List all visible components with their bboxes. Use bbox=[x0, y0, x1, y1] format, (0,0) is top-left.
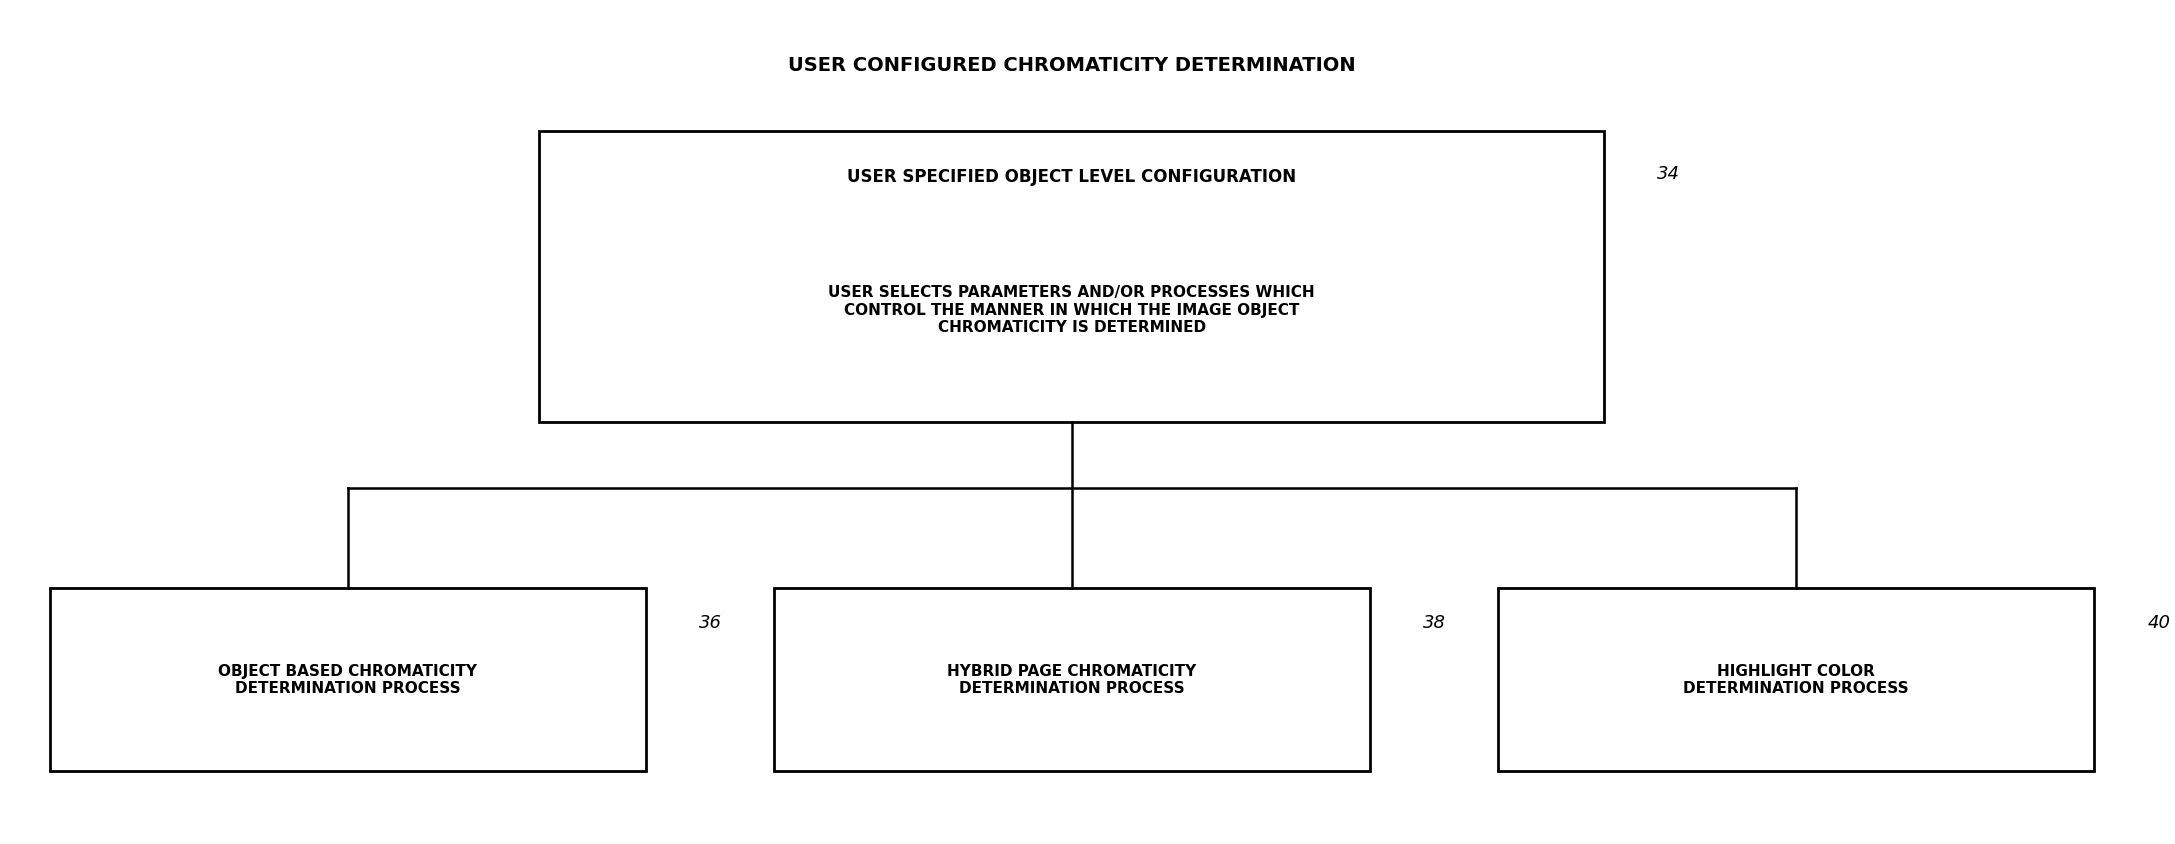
Text: USER CONFIGURED CHROMATICITY DETERMINATION: USER CONFIGURED CHROMATICITY DETERMINATI… bbox=[787, 56, 1355, 74]
FancyBboxPatch shape bbox=[50, 588, 646, 771]
Text: 36: 36 bbox=[698, 613, 722, 631]
Text: 38: 38 bbox=[1422, 613, 1446, 631]
Text: HIGHLIGHT COLOR
DETERMINATION PROCESS: HIGHLIGHT COLOR DETERMINATION PROCESS bbox=[1683, 663, 1910, 695]
FancyBboxPatch shape bbox=[774, 588, 1370, 771]
Text: USER SPECIFIED OBJECT LEVEL CONFIGURATION: USER SPECIFIED OBJECT LEVEL CONFIGURATIO… bbox=[848, 168, 1296, 186]
FancyBboxPatch shape bbox=[1499, 588, 2095, 771]
Text: 40: 40 bbox=[2147, 613, 2171, 631]
Text: USER SELECTS PARAMETERS AND/OR PROCESSES WHICH
CONTROL THE MANNER IN WHICH THE I: USER SELECTS PARAMETERS AND/OR PROCESSES… bbox=[829, 285, 1316, 335]
Text: OBJECT BASED CHROMATICITY
DETERMINATION PROCESS: OBJECT BASED CHROMATICITY DETERMINATION … bbox=[218, 663, 476, 695]
Text: 34: 34 bbox=[1657, 165, 1681, 182]
FancyBboxPatch shape bbox=[539, 132, 1605, 422]
Text: HYBRID PAGE CHROMATICITY
DETERMINATION PROCESS: HYBRID PAGE CHROMATICITY DETERMINATION P… bbox=[946, 663, 1196, 695]
